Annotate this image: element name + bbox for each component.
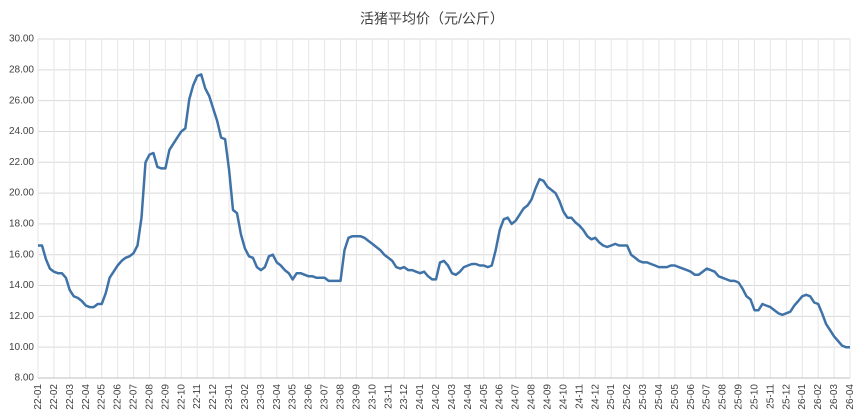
- x-tick-label: 23-10: [367, 384, 378, 410]
- x-tick-label: 22-11: [192, 384, 203, 409]
- x-tick-label: 22-01: [33, 384, 44, 410]
- y-tick-label: 10.00: [9, 342, 34, 353]
- x-tick-label: 24-07: [511, 384, 522, 410]
- x-tick-label: 25-03: [638, 384, 649, 410]
- x-tick-label: 25-02: [622, 384, 633, 410]
- x-tick-label: 26-03: [829, 384, 840, 410]
- x-tick-label: 25-12: [781, 384, 792, 410]
- x-tick-label: 23-02: [240, 384, 251, 410]
- x-tick-label: 23-07: [320, 384, 331, 410]
- y-tick-label: 22.00: [9, 157, 34, 168]
- x-tick-label: 22-06: [113, 384, 124, 410]
- x-tick-label: 25-10: [749, 384, 760, 410]
- y-tick-label: 12.00: [9, 311, 34, 322]
- x-tick-label: 25-04: [654, 384, 665, 410]
- x-tick-label: 24-03: [447, 384, 458, 410]
- x-tick-label: 23-11: [383, 384, 394, 409]
- x-tick-label: 25-09: [734, 384, 745, 410]
- x-tick-label: 23-08: [336, 384, 347, 410]
- chart-title: 活猪平均价（元/公斤）: [360, 11, 504, 27]
- x-tick-label: 22-12: [208, 384, 219, 410]
- x-tick-label: 24-01: [415, 384, 426, 410]
- y-tick-label: 8.00: [15, 373, 35, 384]
- x-tick-label: 26-04: [845, 384, 856, 410]
- x-tick-label: 24-08: [527, 384, 538, 410]
- x-tick-label: 24-04: [463, 384, 474, 410]
- x-tick-label: 24-06: [495, 384, 506, 410]
- y-tick-label: 14.00: [9, 280, 34, 291]
- x-tick-label: 24-05: [479, 384, 490, 410]
- x-tick-label: 22-03: [65, 384, 76, 410]
- x-tick-label: 22-04: [81, 384, 92, 410]
- x-tick-label: 25-01: [606, 384, 617, 410]
- x-tick-label: 24-12: [590, 384, 601, 410]
- x-tick-label: 25-05: [670, 384, 681, 410]
- y-tick-label: 24.00: [9, 126, 34, 137]
- x-tick-label: 26-02: [813, 384, 824, 410]
- x-tick-label: 24-02: [431, 384, 442, 410]
- y-tick-label: 20.00: [9, 188, 34, 199]
- x-tick-label: 23-04: [272, 384, 283, 410]
- x-tick-label: 24-10: [558, 384, 569, 410]
- x-tick-label: 22-07: [129, 384, 140, 410]
- x-tick-label: 25-08: [718, 384, 729, 410]
- x-tick-label: 22-09: [160, 384, 171, 410]
- x-tick-label: 23-06: [304, 384, 315, 410]
- y-tick-label: 16.00: [9, 249, 34, 260]
- x-tick-label: 23-01: [224, 384, 235, 410]
- y-tick-label: 26.00: [9, 95, 34, 106]
- y-tick-label: 28.00: [9, 64, 34, 75]
- price-line: [38, 73, 850, 349]
- y-tick-label: 30.00: [9, 34, 34, 45]
- x-tick-label: 23-03: [256, 384, 267, 410]
- x-tick-label: 23-12: [399, 384, 410, 410]
- x-tick-label: 23-05: [288, 384, 299, 410]
- y-tick-label: 18.00: [9, 219, 34, 230]
- x-tick-label: 25-07: [702, 384, 713, 410]
- x-tick-label: 22-02: [49, 384, 60, 410]
- x-tick-label: 24-09: [542, 384, 553, 410]
- x-tick-label: 25-06: [686, 384, 697, 410]
- x-tick-label: 22-05: [97, 384, 108, 410]
- x-tick-label: 25-11: [765, 384, 776, 409]
- x-tick-label: 22-08: [144, 384, 155, 410]
- x-tick-label: 24-11: [574, 384, 585, 409]
- x-tick-label: 23-09: [351, 384, 362, 410]
- x-tick-label: 26-01: [797, 384, 808, 410]
- x-tick-label: 22-10: [176, 384, 187, 410]
